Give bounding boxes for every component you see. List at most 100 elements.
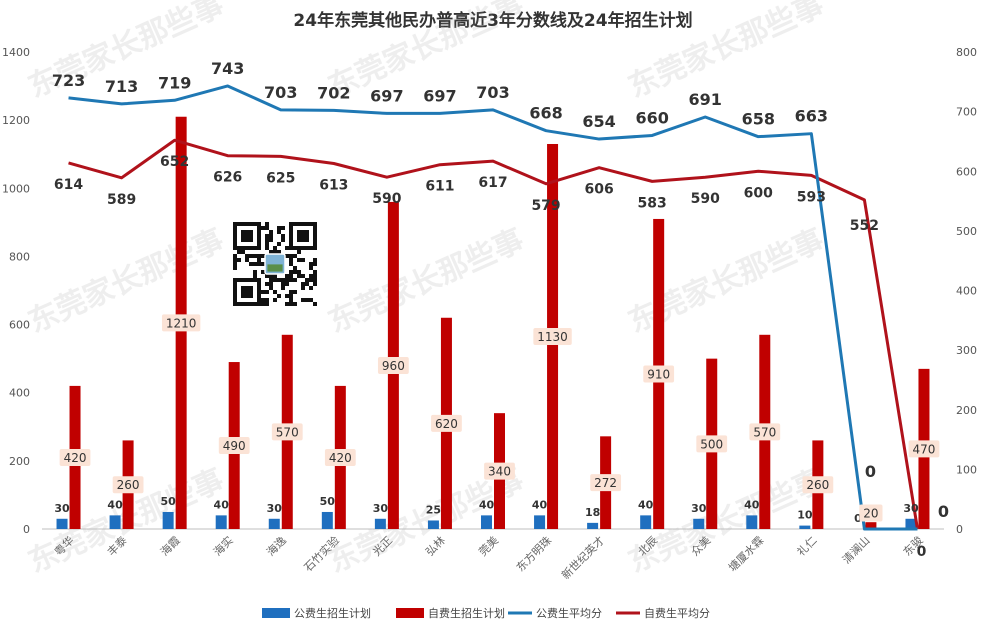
qr-module [289,294,293,298]
qr-module [297,270,301,274]
private-average-label: 606 [585,182,614,198]
qr-module [293,270,297,274]
public-average-label: 703 [476,83,509,102]
left-axis-tick: 1200 [2,114,30,127]
qr-module [233,254,237,258]
left-axis-tick: 800 [9,250,30,263]
qr-module [289,270,293,274]
qr-module [269,238,273,242]
qr-module [257,258,261,262]
private-plan-label-box [377,356,409,374]
public-average-label: 668 [529,104,562,123]
qr-module [309,286,313,290]
public-average-label: 660 [635,108,668,127]
public-plan-bar [109,515,121,529]
private-plan-label: 960 [382,359,405,373]
private-average-label: 625 [266,170,295,186]
right-axis-tick: 500 [956,225,977,238]
qr-module [301,274,305,278]
qr-module [289,254,293,258]
qr-module [313,278,317,282]
private-average-line [68,138,919,530]
qr-module [305,282,309,286]
public-average-label: 697 [423,86,456,105]
qr-module [289,302,293,306]
public-average-label: 691 [689,90,722,109]
qr-module [237,250,241,254]
qr-module [293,278,297,282]
public-plan-label: 30 [373,502,389,515]
public-average-label: 663 [795,107,828,126]
private-plan-label: 470 [913,442,936,456]
private-average-label: 579 [531,198,560,214]
private-plan-label-box [271,423,303,441]
public-plan-bar [587,522,599,529]
qr-module [269,278,273,282]
private-plan-label-box [59,448,91,466]
right-axis-tick: 600 [956,165,977,178]
qr-module [289,298,293,302]
left-axis-tick: 600 [9,319,30,332]
qr-module [313,262,317,266]
legend-label: 公费生平均分 [536,606,602,620]
qr-module [281,226,285,230]
qr-module [277,278,281,282]
qr-module [301,282,305,286]
qr-module [265,226,269,230]
category-label: 清澜山 [839,533,872,566]
qr-module [265,222,269,226]
right-axis-tick: 0 [956,523,963,536]
qr-module [269,282,273,286]
public-plan-label: 40 [638,498,654,511]
public-plan-label: 40 [107,498,123,511]
right-axis-tick: 400 [956,285,977,298]
private-plan-label-box [696,435,728,453]
qr-module [273,274,277,278]
right-axis-tick: 200 [956,404,977,417]
qr-module [309,298,313,302]
qr-code-image [230,219,320,309]
qr-module [293,302,297,306]
category-label: 塘厦水霖 [725,533,766,574]
public-plan-bar [162,511,174,529]
private-plan-label-box [161,314,201,332]
qr-module [285,274,289,278]
qr-module [253,274,257,278]
qr-module [301,286,305,290]
private-plan-label-box [643,365,675,383]
private-average-label: 590 [691,191,720,207]
qr-module [269,250,273,254]
private-plan-label-box [749,423,781,441]
qr-module [281,282,285,286]
qr-module [277,294,281,298]
qr-module [277,250,281,254]
qr-module [261,254,265,258]
legend-label: 自费生平均分 [644,606,710,620]
qr-module [297,258,301,262]
public-average-label: 697 [370,86,403,105]
qr-module [257,254,261,258]
public-plan-label: 50 [160,495,176,508]
qr-module [237,258,241,262]
private-plan-label-box [112,476,144,494]
qr-module [261,226,265,230]
legend: 公费生招生计划 自费生招生计划 公费生平均分 自费生平均分 [262,606,710,620]
public-plan-label: 40 [532,498,548,511]
right-axis-tick: 100 [956,463,977,476]
public-average-label: 658 [742,110,775,129]
qr-module [313,270,317,274]
qr-module [261,302,265,306]
qr-module [289,290,293,294]
legend-label: 自费生招生计划 [428,606,505,620]
qr-module [301,258,305,262]
category-labels: 粤华 丰泰 海霞 海实 海逸 石竹实验 光正 弘林 莞美 东方明珠 新世纪英才 北辰 众美 塘厦水霖 礼仁清… [51,533,925,582]
qr-module [273,278,277,282]
qr-module [309,274,313,278]
public-plan-bar [693,518,705,529]
qr-module [285,254,289,258]
right-axis-tick: 300 [956,344,977,357]
qr-module [289,274,293,278]
private-plan-label-box [324,448,356,466]
qr-finder-inner [241,230,253,242]
